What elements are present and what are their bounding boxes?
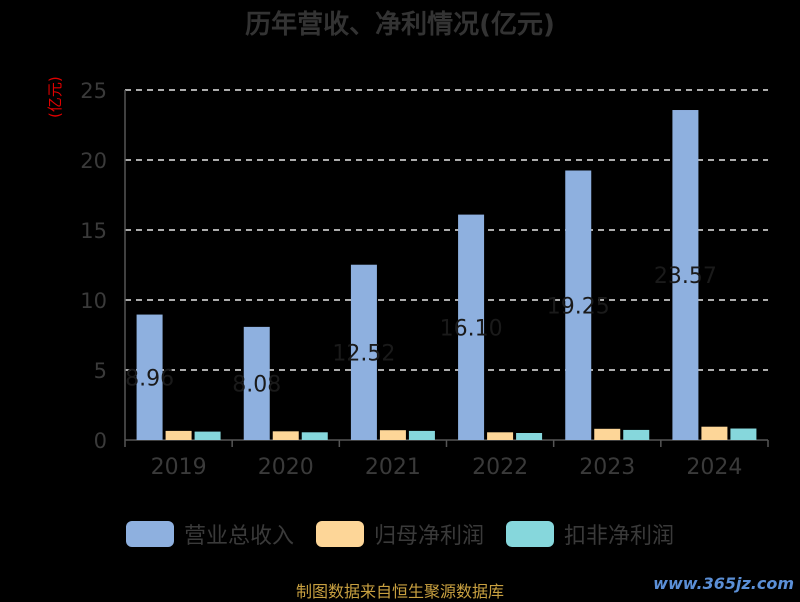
x-tick-label: 2021 bbox=[365, 455, 421, 480]
bar-deducted-profit bbox=[301, 432, 328, 440]
bar-deducted-profit bbox=[623, 429, 650, 440]
y-tick-label: 20 bbox=[80, 149, 107, 173]
legend-label-revenue: 营业总收入 bbox=[183, 524, 294, 549]
bar-revenue bbox=[458, 214, 485, 440]
data-source-footer: 制图数据来自恒生聚源数据库 bbox=[295, 582, 504, 601]
bar-net-profit bbox=[272, 431, 299, 440]
legend-swatch-revenue bbox=[125, 521, 174, 547]
bar-revenue bbox=[350, 264, 377, 440]
y-tick-label: 5 bbox=[94, 359, 107, 383]
bar-deducted-profit bbox=[194, 431, 221, 440]
bar-revenue bbox=[672, 110, 699, 441]
x-tick-label: 2020 bbox=[258, 455, 314, 480]
data-label-revenue: 12.52 bbox=[332, 341, 395, 366]
legend-swatch-deducted-profit bbox=[506, 521, 554, 547]
x-tick-label: 2023 bbox=[579, 455, 635, 480]
legend-label-deducted-profit: 扣非净利润 bbox=[564, 524, 675, 549]
y-tick-label: 15 bbox=[80, 219, 107, 243]
y-axis-label: (亿元) bbox=[46, 76, 64, 118]
legend-swatch-net-profit bbox=[315, 521, 364, 547]
watermark: www.365jz.com bbox=[653, 574, 794, 593]
y-tick-label: 0 bbox=[94, 429, 107, 453]
data-label-revenue: 19.25 bbox=[547, 294, 610, 319]
bar-revenue bbox=[136, 314, 163, 440]
legend-item-net-profit[interactable]: 归母净利润 bbox=[315, 518, 484, 550]
bar-revenue bbox=[243, 326, 270, 440]
x-tick-label: 2022 bbox=[472, 455, 528, 480]
data-label-revenue: 23.57 bbox=[654, 264, 717, 289]
data-label-revenue: 8.96 bbox=[125, 366, 174, 391]
y-tick-label: 25 bbox=[80, 79, 107, 103]
data-label-revenue: 16.10 bbox=[440, 316, 503, 341]
data-label-revenue: 8.08 bbox=[232, 372, 281, 397]
x-tick-label: 2019 bbox=[151, 455, 207, 480]
bar-net-profit bbox=[594, 428, 621, 440]
bar-net-profit bbox=[165, 430, 192, 440]
bar-net-profit bbox=[487, 432, 514, 440]
legend: 营业总收入 归母净利润 扣非净利润 bbox=[0, 518, 800, 550]
bar-revenue bbox=[565, 170, 592, 440]
bar-deducted-profit bbox=[516, 433, 543, 440]
chart-title: 历年营收、净利情况(亿元) bbox=[245, 10, 555, 40]
legend-label-net-profit: 归母净利润 bbox=[373, 524, 484, 549]
bar-deducted-profit bbox=[408, 430, 435, 440]
bar-net-profit bbox=[379, 430, 406, 440]
legend-item-deducted-profit[interactable]: 扣非净利润 bbox=[506, 518, 674, 550]
y-tick-label: 10 bbox=[80, 289, 107, 313]
x-tick-label: 2024 bbox=[686, 455, 742, 480]
bar-deducted-profit bbox=[730, 428, 757, 440]
bar-net-profit bbox=[701, 426, 728, 440]
legend-item-revenue[interactable]: 营业总收入 bbox=[125, 518, 294, 550]
